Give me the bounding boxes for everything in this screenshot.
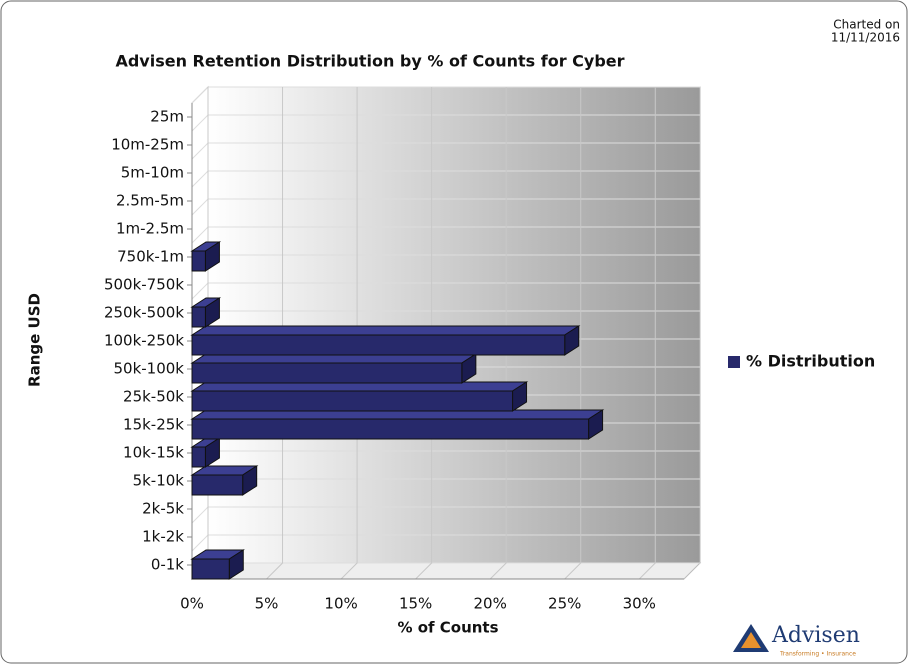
bar bbox=[190, 437, 222, 468]
y-tick-label: 10k-15k bbox=[123, 444, 184, 462]
legend: % Distribution bbox=[728, 352, 875, 371]
bar bbox=[190, 325, 581, 356]
logo-mark-inner bbox=[741, 632, 761, 648]
back-wall bbox=[207, 86, 701, 564]
bar-front bbox=[191, 474, 244, 496]
y-tick-label: 10m-25m bbox=[111, 136, 184, 154]
y-tick-label: 250k-500k bbox=[104, 304, 184, 322]
bar bbox=[190, 353, 478, 384]
y-tick-label: 50k-100k bbox=[113, 360, 184, 378]
bar-front bbox=[191, 362, 463, 384]
legend-swatch bbox=[728, 356, 740, 368]
bar bbox=[190, 465, 259, 496]
logo-name: Advisen bbox=[771, 623, 860, 648]
bar-front bbox=[191, 418, 590, 440]
x-tick-label: 5% bbox=[255, 595, 279, 613]
y-tick-label: 2k-5k bbox=[142, 500, 184, 518]
grid-line bbox=[638, 87, 656, 580]
bar-front bbox=[191, 334, 566, 356]
bar bbox=[190, 241, 222, 272]
bar-front bbox=[191, 306, 206, 328]
chart-title: Advisen Retention Distribution by % of C… bbox=[115, 52, 624, 71]
x-tick-label: 15% bbox=[399, 595, 432, 613]
y-tick-label: 25m bbox=[150, 108, 184, 126]
y-tick-label: 2.5m-5m bbox=[116, 192, 184, 210]
x-tick-label: 30% bbox=[623, 595, 656, 613]
bar bbox=[190, 381, 529, 412]
y-tick-label: 5k-10k bbox=[133, 472, 185, 490]
legend-label: % Distribution bbox=[746, 352, 875, 371]
logo-tagline: Transforming • Insurance bbox=[779, 651, 856, 658]
logo: Advisen Transforming • Insurance bbox=[733, 623, 860, 658]
y-tick-label: 25k-50k bbox=[123, 388, 184, 406]
plot: 0% 5% 10% 15% 20% 25% 30% 0-1k 1k-2k 2k-5k 5k-10k 1… bbox=[104, 85, 702, 613]
y-tick-label: 1m-2.5m bbox=[116, 220, 184, 238]
y-tick-label: 15k-25k bbox=[123, 416, 184, 434]
y-axis-title: Range USD bbox=[26, 293, 44, 387]
floor bbox=[190, 562, 702, 580]
x-tick-label: 10% bbox=[324, 595, 357, 613]
x-tick-label: 0% bbox=[180, 595, 204, 613]
bar bbox=[190, 409, 605, 440]
y-tick-label: 100k-250k bbox=[104, 332, 184, 350]
charted-date: 11/11/2016 bbox=[831, 31, 900, 45]
grid-line bbox=[266, 87, 284, 580]
bar-front bbox=[191, 558, 230, 580]
y-tick-label: 0-1k bbox=[151, 556, 184, 574]
bar bbox=[190, 549, 245, 580]
y-tick-label: 500k-750k bbox=[104, 276, 184, 294]
y-tick-label: 1k-2k bbox=[142, 528, 184, 546]
y-tick-label: 5m-10m bbox=[121, 164, 184, 182]
grid-line bbox=[415, 87, 433, 580]
bar bbox=[190, 297, 222, 328]
grid-line bbox=[489, 87, 507, 580]
x-tick-label: 25% bbox=[548, 595, 581, 613]
x-tick-label: 20% bbox=[474, 595, 507, 613]
grid-line bbox=[340, 87, 358, 580]
y-tick-label: 750k-1m bbox=[117, 248, 184, 266]
bar-front bbox=[191, 250, 206, 272]
bar-top bbox=[190, 325, 581, 336]
grid-line bbox=[564, 87, 582, 580]
bar-front bbox=[191, 390, 514, 412]
x-axis-title: % of Counts bbox=[397, 619, 498, 637]
charted-on: Charted on bbox=[833, 18, 900, 32]
bar-front bbox=[191, 446, 206, 468]
